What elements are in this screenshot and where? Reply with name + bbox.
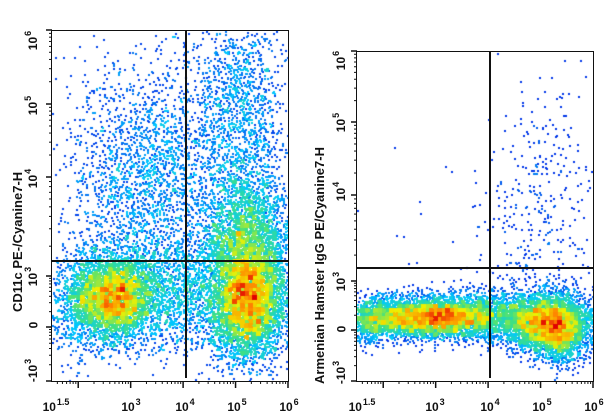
- quadrant-gate-horizontal[interactable]: [51, 260, 289, 262]
- x-tick-label: 103: [121, 397, 141, 414]
- x-tick-label: 101.5: [42, 397, 70, 414]
- quadrant-gate-horizontal[interactable]: [356, 267, 594, 269]
- axis-ticks: [351, 50, 594, 388]
- x-tick-label: 104: [175, 397, 195, 414]
- x-tick-label: 104: [480, 397, 500, 414]
- density-scatter: [52, 31, 288, 381]
- x-tick-label: 106: [279, 397, 299, 414]
- plot-panel-cd11c: CD11c PE-/Cyanine7-H 106 105 104 103 0 -…: [0, 0, 300, 417]
- x-tick-label: 101.5: [348, 397, 376, 414]
- quadrant-gate-vertical[interactable]: [185, 30, 187, 378]
- quadrant-gate-vertical[interactable]: [489, 51, 491, 378]
- x-tick-label: 105: [227, 397, 247, 414]
- plot-panel-isotype: Armenian Hamster IgG PE/Cyanine7-H 106 1…: [300, 0, 608, 417]
- x-tick-label: 105: [532, 397, 552, 414]
- density-scatter: [357, 52, 593, 381]
- axis-ticks: [46, 29, 289, 388]
- x-tick-label: 103: [425, 397, 445, 414]
- x-tick-label: 106: [584, 397, 604, 414]
